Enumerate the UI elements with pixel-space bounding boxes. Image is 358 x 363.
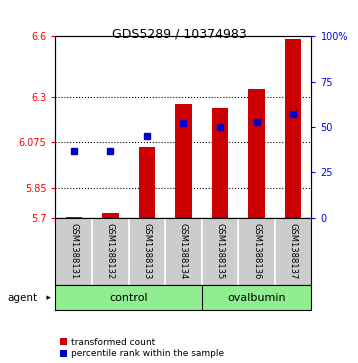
Bar bbox=[66, 217, 82, 218]
Text: GSM1388137: GSM1388137 bbox=[289, 223, 297, 280]
Legend: transformed count, percentile rank within the sample: transformed count, percentile rank withi… bbox=[60, 338, 224, 359]
Bar bbox=[285, 39, 301, 218]
Text: GSM1388134: GSM1388134 bbox=[179, 223, 188, 280]
Text: GSM1388133: GSM1388133 bbox=[142, 223, 151, 280]
Text: GSM1388136: GSM1388136 bbox=[252, 223, 261, 280]
Text: GSM1388135: GSM1388135 bbox=[216, 223, 224, 280]
Bar bbox=[102, 213, 118, 218]
Text: agent: agent bbox=[7, 293, 37, 303]
Text: ovalbumin: ovalbumin bbox=[227, 293, 286, 303]
Bar bbox=[212, 108, 228, 218]
Text: control: control bbox=[109, 293, 148, 303]
Bar bbox=[139, 147, 155, 218]
Text: GSM1388132: GSM1388132 bbox=[106, 223, 115, 280]
Bar bbox=[175, 104, 192, 218]
Text: GDS5289 / 10374983: GDS5289 / 10374983 bbox=[112, 27, 246, 40]
Bar bbox=[248, 89, 265, 218]
Text: GSM1388131: GSM1388131 bbox=[69, 223, 78, 280]
